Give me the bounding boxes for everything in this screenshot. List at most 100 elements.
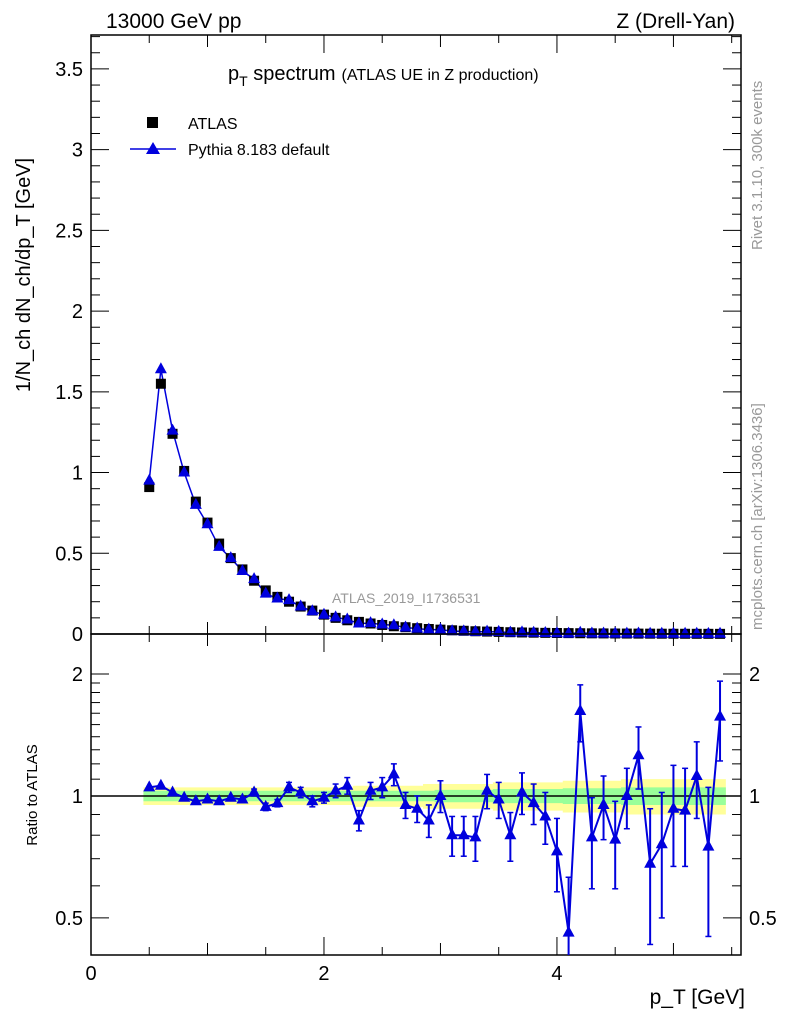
x-axis-label: p_T [GeV] bbox=[650, 986, 745, 1009]
ratio-point bbox=[376, 780, 389, 792]
rivet-label: Rivet 3.1.10, 300k events bbox=[749, 81, 766, 250]
pythia-point bbox=[166, 423, 179, 435]
ratio-point bbox=[609, 832, 622, 844]
mcplots-label: mcplots.cern.ch [arXiv:1306.3436] bbox=[749, 403, 766, 630]
ratio-point bbox=[422, 813, 435, 825]
ratio-point bbox=[189, 794, 202, 806]
pythia-point bbox=[644, 626, 657, 638]
analysis-label: ATLAS_2019_I1736531 bbox=[332, 590, 481, 606]
ratio-point bbox=[585, 830, 598, 842]
chart-title: pT spectrum (ATLAS UE in Z production) bbox=[228, 63, 539, 89]
pythia-point bbox=[248, 572, 261, 584]
ratio-point bbox=[516, 785, 529, 797]
pythia-point bbox=[317, 607, 330, 619]
pythia-point bbox=[679, 626, 692, 638]
legend-atlas-marker bbox=[147, 117, 158, 128]
pythia-point bbox=[399, 620, 412, 632]
ratio-point bbox=[574, 704, 587, 716]
ratio-point bbox=[399, 797, 412, 809]
pythia-point bbox=[178, 465, 191, 477]
pythia-point bbox=[224, 551, 237, 563]
pythia-point bbox=[306, 604, 319, 616]
pythia-point bbox=[667, 626, 680, 638]
legend-pythia-marker bbox=[146, 142, 160, 154]
ratio-point bbox=[236, 792, 249, 804]
y-axis-label: 1/N_ch dN_ch/dp_T [GeV] bbox=[13, 158, 35, 392]
ratio-point bbox=[283, 780, 296, 792]
ratio-point bbox=[469, 830, 482, 842]
y-tick-label: 1 bbox=[72, 463, 83, 485]
pythia-point bbox=[422, 622, 435, 634]
ratio-point bbox=[317, 790, 330, 802]
ratio-y-tick-label-right: 0.5 bbox=[749, 908, 777, 930]
ratio-y-tick-label: 0.5 bbox=[55, 908, 83, 930]
pythia-point bbox=[481, 624, 494, 636]
ratio-point bbox=[166, 785, 179, 797]
y-tick-label: 3 bbox=[72, 140, 83, 162]
ratio-point bbox=[294, 785, 307, 797]
ratio-point bbox=[271, 796, 284, 808]
atlas-point bbox=[155, 378, 166, 389]
pythia-point bbox=[259, 586, 272, 598]
y-tick-label: 3.5 bbox=[55, 59, 83, 81]
pythia-point bbox=[376, 617, 389, 629]
x-tick-label: 2 bbox=[318, 963, 329, 985]
ratio-point bbox=[667, 801, 680, 813]
ratio-y-tick-label-right: 2 bbox=[749, 664, 760, 686]
ratio-point bbox=[644, 856, 657, 868]
ratio-line bbox=[149, 710, 722, 933]
pythia-point bbox=[492, 624, 505, 636]
ratio-y-tick-label: 1 bbox=[72, 786, 83, 808]
pythia-point bbox=[329, 610, 342, 622]
pythia-point bbox=[201, 517, 214, 529]
pythia-point bbox=[690, 626, 703, 638]
ratio-point bbox=[341, 778, 354, 790]
y-tick-label: 1.5 bbox=[55, 382, 83, 404]
ratio-point bbox=[527, 796, 540, 808]
pythia-point bbox=[469, 624, 482, 636]
ratio-point bbox=[259, 799, 272, 811]
pythia-point bbox=[283, 593, 296, 605]
ratio-point bbox=[597, 797, 610, 809]
y-tick-label: 0.5 bbox=[55, 543, 83, 565]
ratio-point bbox=[434, 788, 447, 800]
pythia-point bbox=[387, 618, 400, 630]
ratio-y-axis-label: Ratio to ATLAS bbox=[24, 744, 41, 845]
ratio-point bbox=[201, 792, 214, 804]
ratio-point bbox=[352, 813, 365, 825]
ratio-point bbox=[714, 709, 727, 721]
ratio-frame bbox=[90, 633, 742, 956]
pythia-point bbox=[341, 612, 354, 624]
pythia-point bbox=[655, 626, 668, 638]
ratio-point bbox=[224, 790, 237, 802]
pythia-point bbox=[236, 564, 249, 576]
ratio-point bbox=[178, 790, 191, 802]
pythia-point bbox=[189, 497, 202, 509]
ratio-point bbox=[306, 794, 319, 806]
ratio-point bbox=[364, 783, 377, 795]
ratio-point bbox=[213, 794, 226, 806]
ratio-point bbox=[481, 783, 494, 795]
pythia-point bbox=[213, 539, 226, 551]
ratio-point bbox=[504, 828, 517, 840]
header-right: Z (Drell-Yan) bbox=[616, 10, 735, 33]
ratio-point bbox=[248, 785, 261, 797]
x-tick-label: 0 bbox=[85, 963, 96, 985]
legend-atlas-label: ATLAS bbox=[188, 116, 238, 133]
ratio-point bbox=[492, 792, 505, 804]
pythia-point bbox=[154, 362, 167, 374]
atlas-point bbox=[144, 482, 155, 493]
ratio-point bbox=[620, 788, 633, 800]
pythia-point bbox=[632, 626, 645, 638]
ratio-point bbox=[655, 837, 668, 849]
pythia-point bbox=[434, 622, 447, 634]
pythia-point bbox=[609, 626, 622, 638]
pythia-point bbox=[294, 599, 307, 611]
pythia-point bbox=[352, 616, 365, 628]
header-left: 13000 GeV pp bbox=[106, 10, 241, 33]
pythia-point bbox=[714, 626, 727, 638]
pythia-point bbox=[364, 616, 377, 628]
ratio-point bbox=[702, 839, 715, 851]
ratio-point bbox=[411, 801, 424, 813]
